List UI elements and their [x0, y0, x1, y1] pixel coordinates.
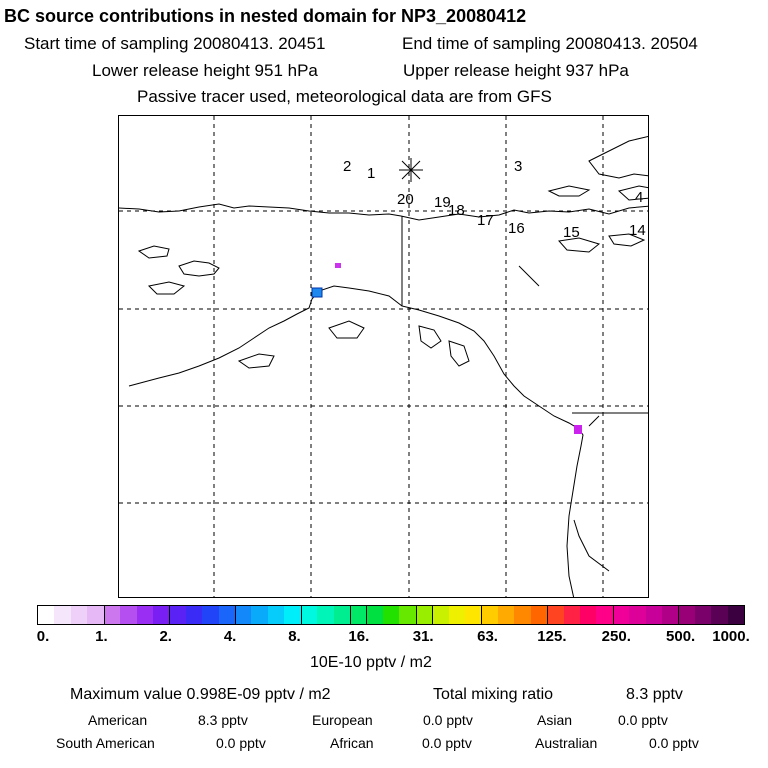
trajectory-label: 15 — [563, 224, 580, 241]
colorbar-cell — [415, 606, 433, 624]
coastline — [119, 135, 648, 597]
colorbar-cell — [136, 606, 153, 624]
colorbar-tick-label: 31. — [412, 628, 434, 645]
trajectory-label: 17 — [477, 212, 494, 229]
colorbar-tick-label: 500. — [666, 628, 696, 645]
trajectory-label: 14 — [629, 222, 646, 239]
colorbar-cell — [333, 606, 351, 624]
colorbar-cell — [629, 606, 646, 624]
colorbar-tick-label: 125. — [537, 628, 567, 645]
colorbar-cell — [350, 606, 367, 624]
tracer-note: Passive tracer used, meteorological data… — [137, 87, 552, 106]
trajectory-label: 16 — [508, 220, 525, 237]
colorbar — [37, 605, 745, 625]
trajectory-label: 18 — [448, 202, 465, 219]
colorbar-cell — [662, 606, 679, 624]
colorbar-cell — [563, 606, 580, 624]
colorbar-cell — [366, 606, 383, 624]
colorbar-cell — [70, 606, 88, 624]
colorbar-cell — [678, 606, 695, 624]
colorbar-tick-label: 8. — [288, 628, 301, 645]
upper-release-label: Upper release height 937 hPa — [403, 61, 629, 80]
colorbar-cell — [579, 606, 597, 624]
trajectory-label: 19 — [434, 194, 451, 211]
colorbar-cell — [202, 606, 219, 624]
colorbar-cell — [382, 606, 400, 624]
colorbar-cell — [54, 606, 71, 624]
colorbar-cell — [120, 606, 137, 624]
region-value-south-american: 0.0 pptv — [216, 735, 266, 751]
colorbar-tick-label: 250. — [601, 628, 631, 645]
colorbar-cell — [218, 606, 236, 624]
lower-release-label: Lower release height 951 hPa — [92, 61, 318, 80]
colorbar-cell — [300, 606, 318, 624]
end-time-label: End time of sampling 20080413. 20504 — [402, 34, 698, 53]
colorbar-cell — [448, 606, 465, 624]
colorbar-cell — [103, 606, 121, 624]
colorbar-cell — [251, 606, 268, 624]
source-contribution-markers — [311, 263, 582, 434]
region-name-african: African — [330, 735, 374, 751]
source-blob-interior — [335, 263, 341, 268]
max-value-label: Maximum value 0.998E-09 pptv / m2 — [70, 686, 331, 703]
colorbar-cell — [497, 606, 515, 624]
colorbar-cell — [317, 606, 334, 624]
source-blob-pacific-nw — [574, 425, 582, 434]
colorbar-tick-label: 1000. — [712, 628, 750, 645]
colorbar-units: 10E-10 pptv / m2 — [310, 654, 432, 671]
colorbar-tick-label: 2. — [159, 628, 172, 645]
colorbar-cell — [152, 606, 170, 624]
colorbar-cell — [514, 606, 531, 624]
colorbar-cell — [547, 606, 564, 624]
map-canvas — [119, 116, 648, 597]
total-mixing-label: Total mixing ratio — [433, 686, 554, 703]
region-name-european: European — [312, 712, 373, 728]
colorbar-cell — [727, 606, 745, 624]
colorbar-cell — [481, 606, 498, 624]
colorbar-cell — [169, 606, 186, 624]
trajectory-label: 4 — [635, 189, 644, 206]
start-time-label: Start time of sampling 20080413. 20451 — [24, 34, 326, 53]
release-star-icon — [399, 158, 423, 182]
colorbar-cell — [694, 606, 712, 624]
region-name-south-american: South American — [56, 735, 155, 751]
colorbar-cell — [645, 606, 663, 624]
colorbar-tick-label: 0. — [36, 628, 50, 645]
region-value-asian: 0.0 pptv — [618, 712, 668, 728]
map-panel[interactable]: 2 1 3 20 19 18 17 16 15 4 14 — [118, 115, 649, 598]
colorbar-cell — [185, 606, 203, 624]
colorbar-cell — [530, 606, 548, 624]
colorbar-cell — [267, 606, 285, 624]
total-mixing-value: 8.3 pptv — [626, 686, 683, 703]
trajectory-label: 2 — [343, 158, 352, 175]
colorbar-cell — [399, 606, 416, 624]
region-name-american: American — [88, 712, 148, 728]
trajectory-label: 1 — [367, 165, 376, 182]
colorbar-cell — [432, 606, 449, 624]
plot-title: BC source contributions in nested domain… — [4, 6, 527, 26]
colorbar-cell — [235, 606, 252, 624]
trajectory-label: 3 — [514, 158, 523, 175]
colorbar-cell — [711, 606, 728, 624]
colorbar-cell — [596, 606, 613, 624]
colorbar-tick-label: 16. — [348, 628, 370, 645]
colorbar-cell — [284, 606, 301, 624]
region-value-american: 8.3 pptv — [198, 712, 248, 728]
source-blob-anchorage — [311, 287, 323, 298]
colorbar-cell — [612, 606, 630, 624]
colorbar-tick-label: 1. — [95, 628, 108, 645]
region-value-australian: 0.0 pptv — [649, 735, 699, 751]
region-value-african: 0.0 pptv — [422, 735, 472, 751]
region-name-asian: Asian — [537, 712, 573, 728]
colorbar-tick-label: 4. — [223, 628, 237, 645]
colorbar-tick-label: 63. — [477, 628, 498, 645]
region-name-australian: Australian — [535, 735, 598, 751]
trajectory-label: 20 — [397, 191, 414, 208]
region-value-european: 0.0 pptv — [423, 712, 473, 728]
map-graticule — [119, 116, 648, 597]
colorbar-cell — [464, 606, 482, 624]
colorbar-cell — [38, 606, 55, 624]
colorbar-cell — [87, 606, 104, 624]
